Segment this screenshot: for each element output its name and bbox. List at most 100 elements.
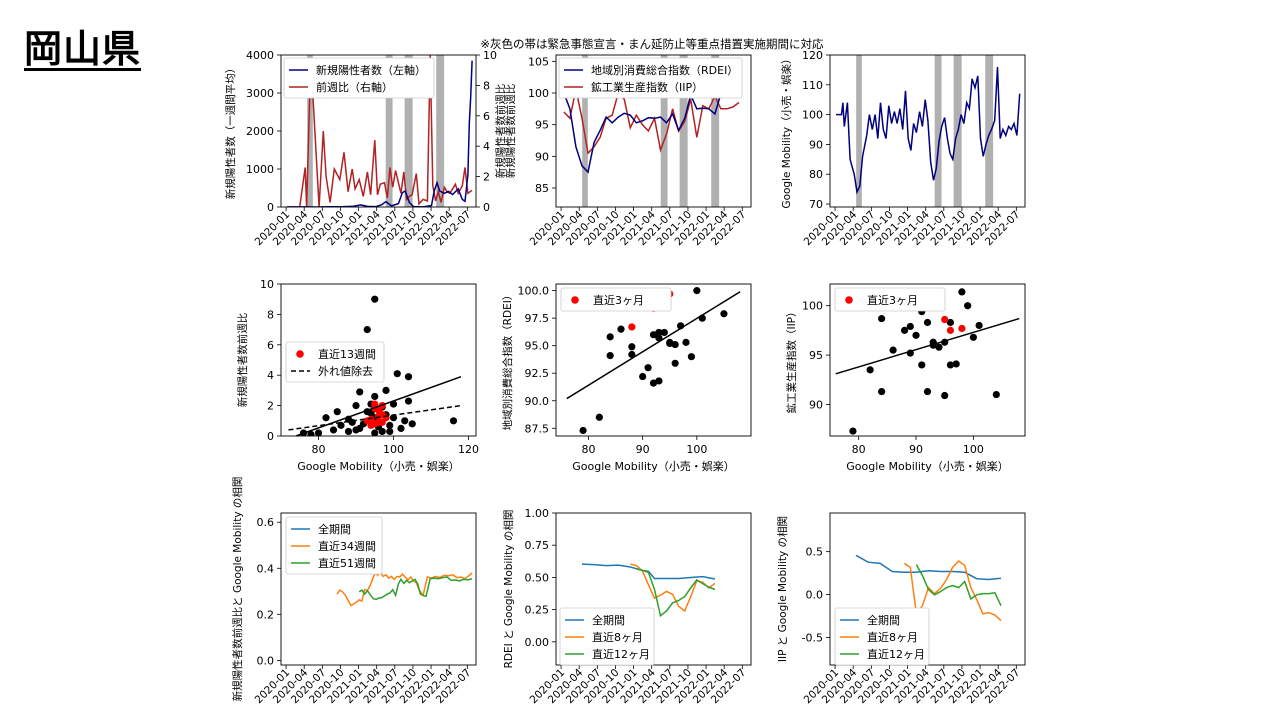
y-tick-label: -0.5 bbox=[802, 632, 823, 645]
series-line bbox=[836, 66, 1021, 195]
y-axis-label: 鉱工業生産指数（IIP） bbox=[785, 306, 798, 413]
scatter-point bbox=[666, 339, 674, 348]
scatter-point bbox=[606, 333, 614, 341]
plot-area bbox=[287, 55, 473, 207]
x-tick-label: 100 bbox=[963, 443, 984, 456]
scatter-point bbox=[849, 427, 857, 435]
y-tick-label: 92.5 bbox=[525, 367, 550, 380]
legend-label: 前週比（右軸） bbox=[316, 80, 393, 94]
legend-label: 全期間 bbox=[318, 522, 351, 536]
y-tick-label: 105 bbox=[528, 55, 549, 68]
scatter-point-recent bbox=[941, 315, 949, 324]
y-tick-label: 100 bbox=[802, 300, 823, 313]
emergency-band bbox=[582, 55, 588, 207]
y-tick-label: 0 bbox=[483, 201, 490, 214]
emergency-band bbox=[385, 55, 393, 207]
y-tick-label: 10 bbox=[483, 49, 497, 62]
legend-label: 直近3ヶ月 bbox=[867, 293, 918, 307]
y-tick-label: 0.50 bbox=[525, 571, 550, 584]
legend-label: 全期間 bbox=[592, 613, 625, 627]
scatter-point bbox=[371, 429, 379, 436]
y-tick-label: 0.4 bbox=[257, 562, 275, 575]
page-title: 岡山県 bbox=[24, 27, 142, 71]
series-line bbox=[336, 569, 473, 607]
legend-label: 直近12ヶ月 bbox=[867, 647, 925, 661]
legend-swatch bbox=[296, 350, 304, 358]
scatter-point bbox=[952, 360, 960, 368]
scatter-point bbox=[682, 338, 690, 346]
legend-label: 直近12ヶ月 bbox=[592, 647, 650, 661]
emergency-band bbox=[404, 55, 413, 207]
y-tick-label: 100 bbox=[528, 87, 549, 100]
scatter-point bbox=[595, 413, 603, 421]
emergency-band bbox=[660, 55, 668, 207]
plot-frame bbox=[829, 54, 1026, 208]
chart-corr_iip: -0.50.00.52020-012020-042020-072020-1020… bbox=[776, 512, 1026, 706]
y-tick-label: 2000 bbox=[246, 125, 274, 138]
scatter-point bbox=[329, 426, 338, 434]
x-tick-label: 80 bbox=[312, 443, 326, 456]
y-tick-label: 80 bbox=[809, 168, 823, 181]
chart-cases: 0100020003000400002468102020-012020-0420… bbox=[224, 49, 507, 248]
scatter-point bbox=[655, 328, 663, 337]
scatter-point bbox=[958, 288, 966, 296]
series-line bbox=[915, 564, 1002, 607]
x-axis-label: Google Mobility（小売・娯楽） bbox=[572, 459, 734, 473]
plot-frame bbox=[555, 283, 752, 437]
emergency-band bbox=[856, 55, 862, 207]
y-tick-label: 10 bbox=[260, 278, 274, 291]
x-tick-label: 80 bbox=[852, 443, 866, 456]
y-tick-label: 90 bbox=[535, 150, 549, 163]
legend-label: 全期間 bbox=[867, 613, 900, 627]
legend-swatch bbox=[571, 296, 579, 304]
scatter-point bbox=[356, 388, 364, 396]
y-tick-label: 4 bbox=[483, 140, 490, 153]
plot-frame bbox=[555, 54, 752, 208]
scatter-point bbox=[628, 350, 636, 359]
scatter-point bbox=[649, 331, 658, 339]
legend-label: 直近51週間 bbox=[318, 556, 376, 570]
emergency-band bbox=[307, 55, 313, 207]
scatter-point bbox=[579, 426, 587, 435]
scatter-point bbox=[923, 387, 932, 396]
legend-label: 直近8ヶ月 bbox=[592, 630, 643, 644]
plot-area bbox=[566, 287, 741, 435]
series-line bbox=[855, 554, 1002, 581]
legend-box bbox=[285, 516, 383, 575]
plot-area bbox=[835, 288, 1020, 435]
plot-area bbox=[836, 55, 1021, 207]
y-tick-label: 110 bbox=[802, 79, 823, 92]
scatter-point bbox=[660, 328, 668, 337]
scatter-point bbox=[906, 322, 914, 331]
x-tick-label: 100 bbox=[383, 443, 404, 456]
y-tick-label: 70 bbox=[809, 198, 823, 211]
scatter-point bbox=[404, 397, 413, 405]
y-axis-label: 新規陽性者数前週比と Google Mobility の相関 bbox=[231, 477, 244, 702]
scatter-point-recent bbox=[378, 418, 386, 426]
y-axis-label: 新規陽性者数（一週間平均） bbox=[224, 63, 237, 200]
y-tick-label: 90 bbox=[809, 138, 823, 151]
figure-note: ※灰色の帯は緊急事態宣言・まん延防止等重点措置実施期間に対応 bbox=[480, 37, 824, 51]
y-tick-label: 0.5 bbox=[806, 546, 824, 559]
scatter-point bbox=[404, 373, 413, 381]
scatter-point bbox=[923, 318, 932, 327]
scatter-point bbox=[992, 390, 1000, 399]
y-tick-label: 3000 bbox=[246, 87, 274, 100]
scatter-point bbox=[969, 333, 977, 341]
scatter-point bbox=[352, 402, 360, 410]
chart-rdei-iip: 8590951001052020-012020-042020-072020-10… bbox=[504, 54, 752, 248]
legend-box bbox=[834, 287, 946, 312]
x-tick-label: 90 bbox=[909, 443, 923, 456]
scatter-point bbox=[386, 427, 394, 436]
chart-scatter_cases: 0 2 4 6 8 10 80 100 120 Google Mobility（小売・娯楽） 新規陽… bbox=[236, 278, 479, 473]
fit-line bbox=[835, 317, 1020, 375]
scatter-point bbox=[348, 418, 356, 426]
y-tick-label: 0.00 bbox=[525, 636, 550, 649]
scatter-point bbox=[382, 386, 390, 394]
y-axis-label: 新規陽性者数前週比 bbox=[236, 313, 249, 408]
y-tick-label: 0.0 bbox=[257, 654, 275, 667]
scatter-point bbox=[900, 326, 909, 334]
series-line bbox=[358, 576, 473, 601]
scatter-point-recent bbox=[374, 412, 383, 420]
scatter-point bbox=[878, 314, 886, 323]
